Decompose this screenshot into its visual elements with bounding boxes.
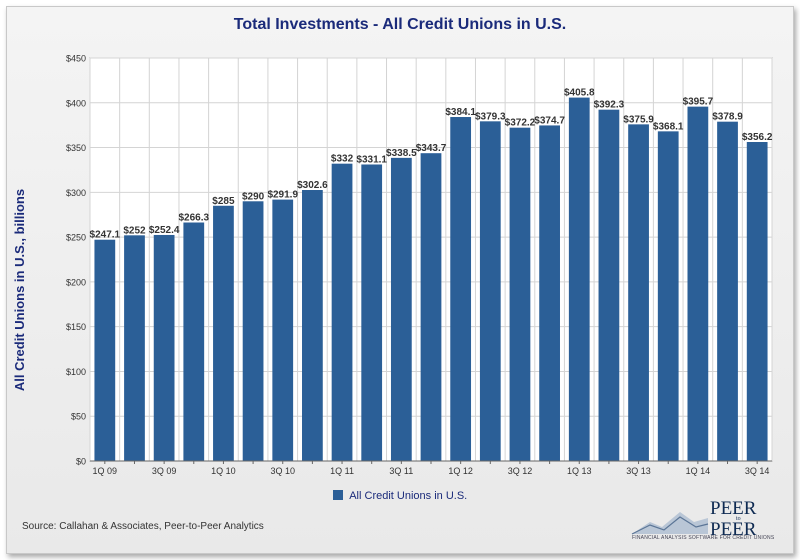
bar [272,199,294,461]
x-tick-label: 1Q 10 [211,466,236,476]
x-tick-label: 3Q 10 [270,466,295,476]
data-label: $378.9 [712,112,743,123]
bar [598,109,620,461]
data-label: $356.2 [742,132,773,143]
bar [183,222,205,461]
bar [628,124,649,462]
legend-swatch [332,490,343,500]
data-label: $252 [123,225,146,236]
bar [302,190,323,461]
bar [479,121,501,461]
data-label: $332 [331,154,354,165]
x-tick-label: 3Q 09 [152,466,177,476]
bar [657,131,679,461]
bar [509,127,531,461]
data-label: $338.5 [386,148,417,159]
data-label: $368.1 [653,121,684,132]
bar [242,201,264,462]
data-label: $291.9 [267,190,298,201]
data-label: $266.3 [178,213,209,224]
data-label: $302.6 [297,180,328,191]
data-label: $379.3 [475,111,506,122]
bar [94,239,116,461]
data-label: $285 [212,196,235,207]
chart-title: Total Investments - All Credit Unions in… [233,16,567,33]
bar [450,117,472,461]
bar [213,205,234,461]
data-label: $290 [242,191,265,202]
x-tick-label: 3Q 12 [508,466,533,476]
data-label: $374.7 [534,115,565,126]
legend-label: All Credit Unions in U.S. [349,490,468,502]
data-label: $252.4 [149,225,180,236]
x-tick-label: 3Q 14 [745,466,770,476]
logo-text: PEER to PEER [710,498,757,540]
y-tick-label: $300 [66,188,86,198]
bar [390,157,412,462]
bar [361,164,383,461]
bar [539,125,560,461]
peer-to-peer-logo: PEER to PEER FINANCIAL ANALYSIS SOFTWARE… [628,498,778,544]
source-note: Source: Callahan & Associates, Peer-to-P… [22,521,264,532]
bar [420,153,442,461]
y-tick-label: $100 [66,367,86,377]
data-label: $343.7 [416,143,447,154]
data-label: $384.1 [445,107,476,118]
x-tick-label: 1Q 13 [567,466,592,476]
y-tick-label: $450 [66,54,86,64]
bar [687,106,709,462]
data-label: $247.1 [90,230,121,241]
y-tick-label: $50 [71,412,86,422]
bar [124,235,145,461]
logo-tagline: FINANCIAL ANALYSIS SOFTWARE FOR CREDIT U… [632,535,775,541]
y-tick-label: $350 [66,143,86,153]
y-tick-label: $200 [66,277,86,287]
x-tick-label: 3Q 13 [626,466,651,476]
data-label: $331.1 [356,154,387,165]
y-tick-label: $150 [66,322,86,332]
x-tick-label: 1Q 14 [686,466,711,476]
bar [331,163,353,462]
bar [153,234,175,461]
data-label: $392.3 [594,100,625,111]
bar [746,142,768,461]
y-tick-label: $400 [66,98,86,108]
data-label: $375.9 [623,114,654,125]
bar [568,97,590,461]
x-tick-label: 1Q 12 [448,466,473,476]
legend: All Credit Unions in U.S. [0,490,800,502]
data-label: $372.2 [505,118,536,129]
data-label: $395.7 [683,97,714,108]
x-tick-label: 3Q 11 [389,466,413,476]
bar [717,121,738,461]
y-tick-label: $0 [76,457,86,467]
y-tick-label: $250 [66,233,86,243]
x-tick-label: 1Q 09 [93,466,118,476]
x-tick-label: 1Q 11 [330,466,354,476]
data-label: $405.8 [564,88,595,99]
